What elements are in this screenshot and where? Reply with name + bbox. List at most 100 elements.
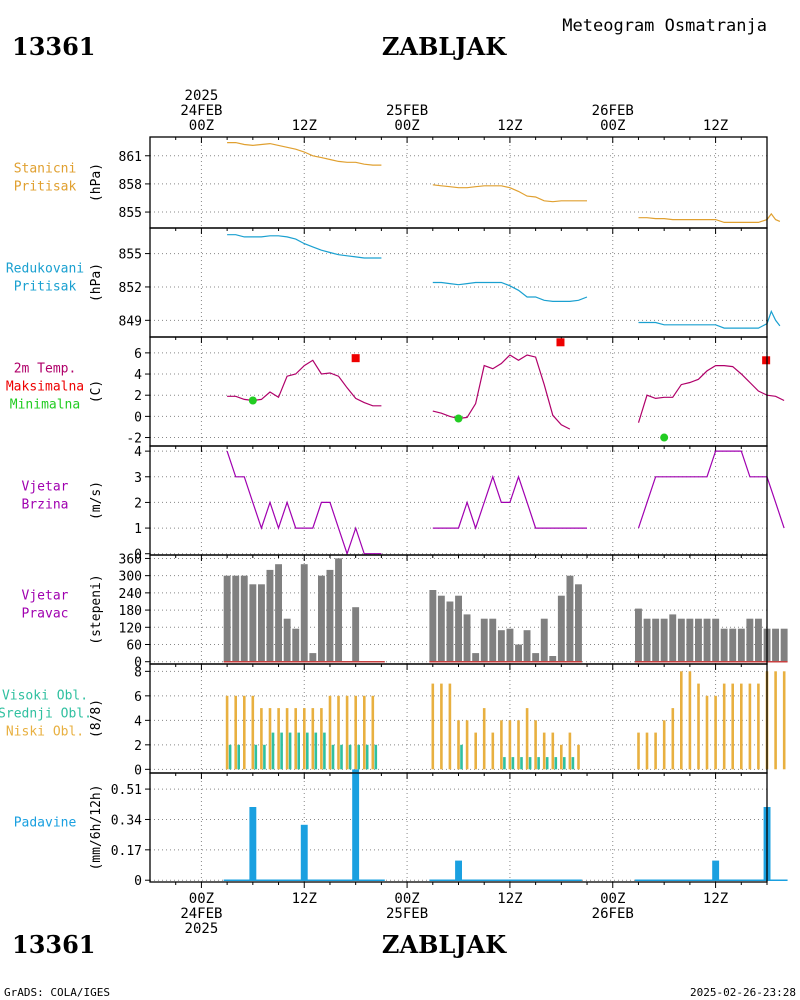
clouds-bar — [337, 695, 340, 770]
clouds-bar — [311, 708, 315, 770]
axis-unit: (m/s) — [89, 481, 104, 520]
y-tick-label: 855 — [119, 248, 142, 263]
clouds-bar — [491, 732, 495, 770]
station-id-top: 13361 — [12, 32, 96, 61]
clouds-bar — [680, 671, 683, 770]
y-tick-label: 858 — [119, 178, 142, 193]
clouds-bar — [731, 683, 734, 770]
top-time-label: 00Z — [189, 118, 214, 134]
clouds-bar — [254, 744, 258, 770]
wind_direction-bar — [772, 628, 779, 662]
clouds-bar — [520, 757, 523, 770]
wind_direction-bar — [635, 608, 642, 662]
clouds-bar — [551, 732, 555, 770]
y-tick-label: 2 — [134, 389, 142, 404]
clouds-bar — [306, 732, 309, 770]
clouds-bar — [354, 695, 357, 770]
station-name-bottom: ZABLJAK — [382, 930, 507, 959]
wind_direction-bar — [258, 584, 265, 662]
clouds-bar — [568, 732, 572, 770]
panel-frame — [149, 136, 768, 229]
clouds-bar — [740, 683, 743, 770]
axis-unit: (hPa) — [89, 263, 104, 302]
wind_direction-bar — [557, 595, 565, 662]
clouds-bar — [460, 744, 463, 770]
wind_direction-bar — [643, 618, 651, 662]
clouds-bar — [482, 708, 486, 770]
y-tick-label: 6 — [134, 347, 142, 362]
clouds-bar — [537, 757, 540, 770]
wind_direction-bar — [266, 569, 274, 662]
y-tick-label: 2 — [134, 739, 142, 754]
clouds-bar — [280, 732, 283, 770]
header: 13361 ZABLJAK Meteogram Osmatranja — [12, 16, 767, 61]
clouds-bar — [440, 683, 443, 770]
y-tick-label: 120 — [119, 621, 142, 636]
clouds-bar — [228, 744, 232, 770]
clouds-bar — [697, 683, 700, 770]
bottom-time-label: 12Z — [497, 891, 522, 907]
clouds-bar — [465, 720, 469, 770]
y-tick-label: 180 — [119, 604, 142, 619]
panel-station_pressure: 855 858 861 (hPa) Stanicni Pritisak — [14, 136, 781, 229]
wind_direction-bar — [506, 628, 514, 662]
clouds-bar — [748, 683, 752, 770]
clouds-bar — [374, 744, 378, 770]
bottom-time-label: 26FEB — [592, 906, 634, 922]
clouds-bar — [500, 720, 503, 770]
wind_direction-bar — [566, 575, 574, 662]
clouds-bar — [517, 720, 520, 770]
panel-label: Brzina — [22, 498, 69, 513]
wind_direction-bar — [746, 618, 754, 662]
tmax-marker — [351, 354, 360, 363]
wind_direction-bar — [729, 628, 737, 662]
top-time-label: 12Z — [497, 118, 522, 134]
panel-temperature: -2 0 2 4 6 (C) 2m Temp. Maksimalna Minimalna — [6, 336, 785, 447]
wind_direction-bar — [249, 584, 257, 662]
clouds-bar — [448, 683, 452, 770]
wind_direction-bar — [463, 614, 471, 662]
wind_direction-bar — [275, 564, 282, 662]
wind_direction-bar — [575, 584, 582, 662]
wind_direction-bar — [283, 618, 291, 662]
clouds-bar — [260, 708, 263, 770]
panel-label: Maksimalna — [6, 380, 84, 395]
panel-label: Pritisak — [14, 180, 77, 195]
precipitation-bar — [352, 769, 360, 881]
axis-unit: (hPa) — [89, 163, 104, 202]
wind_direction-bar — [686, 618, 694, 662]
wind_direction-bar — [780, 628, 788, 662]
panel-label: Pritisak — [14, 280, 77, 295]
y-tick-label: 0.51 — [111, 783, 142, 798]
tmin-marker — [660, 433, 669, 442]
y-tick-label: 0.34 — [111, 813, 142, 828]
clouds-bar — [357, 744, 360, 770]
clouds-bar — [268, 708, 272, 770]
y-tick-label: 855 — [119, 206, 142, 221]
reduced_pressure-line — [432, 281, 588, 302]
wind_direction-bar — [223, 575, 231, 662]
wind_direction-bar — [515, 644, 522, 662]
panel-label: Srednji Obl. — [0, 707, 92, 722]
clouds-bar — [225, 695, 229, 770]
wind_direction-bar — [497, 630, 505, 662]
clouds-bar — [263, 744, 266, 770]
tmax-marker — [762, 356, 771, 365]
clouds-bar — [314, 732, 318, 770]
wind_direction-bar — [677, 618, 685, 662]
clouds-bar — [542, 732, 546, 770]
clouds-bar — [331, 744, 335, 770]
wind_direction-bar — [300, 564, 308, 662]
wind_direction-bar — [755, 618, 762, 662]
clouds-bar — [525, 708, 529, 770]
wind_direction-bar — [489, 618, 497, 662]
y-tick-label: 300 — [119, 570, 142, 585]
panel-label: Vjetar — [22, 480, 69, 495]
panel-wind_speed: 0 1 2 3 4 (m/s) Vjetar Brzina — [22, 445, 785, 563]
clouds-bar — [563, 757, 566, 770]
bottom-time-label: 00Z — [394, 891, 419, 907]
temperature-line — [637, 365, 785, 423]
wind_direction-bar — [703, 618, 711, 662]
